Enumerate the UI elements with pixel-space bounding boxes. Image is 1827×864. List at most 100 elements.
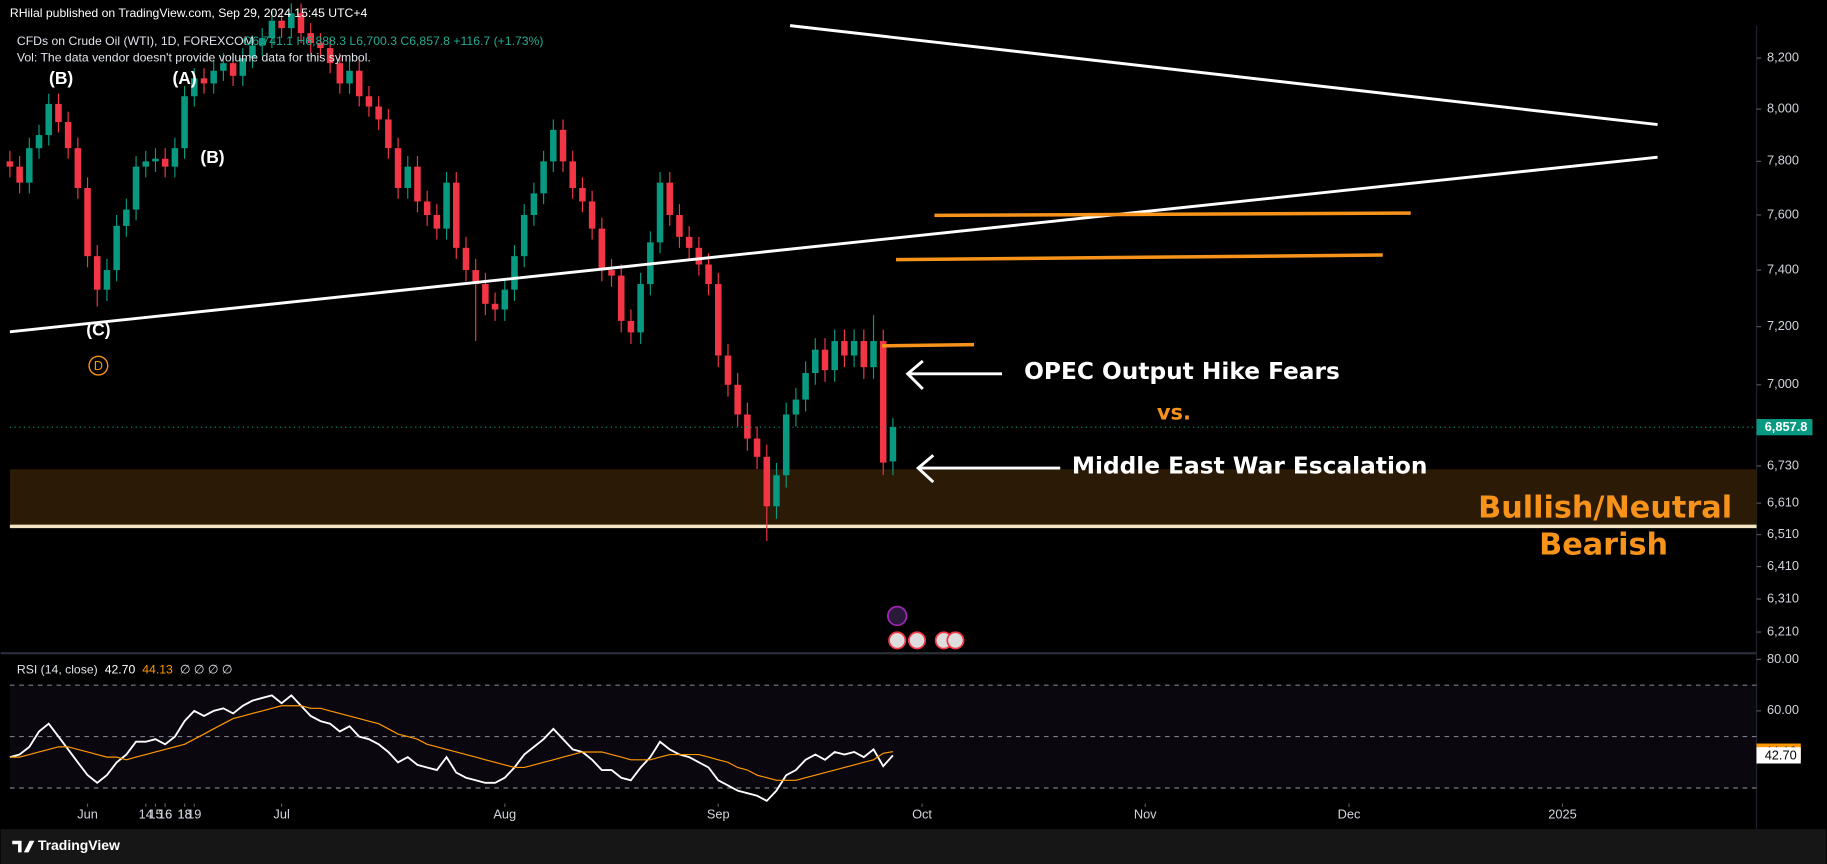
candle-body: [229, 63, 237, 76]
candle-body: [792, 399, 800, 415]
candle-body: [355, 70, 363, 97]
arrow: [905, 359, 1002, 390]
rsi-line: [9, 705, 893, 781]
candle-body: [763, 456, 771, 507]
candle-body: [482, 284, 489, 304]
y-tick-label: 7,800: [1767, 153, 1799, 168]
candle-body: [656, 182, 664, 243]
publish-info: RHilal published on TradingView.com, Sep…: [10, 6, 368, 20]
resistance-line: [896, 253, 1383, 262]
candle-body: [220, 63, 227, 71]
wave-label: (B): [49, 68, 73, 88]
candle-body: [123, 209, 130, 226]
y-tick-label: 6,510: [1767, 526, 1799, 541]
candle-body: [889, 427, 897, 462]
candle-body: [181, 96, 188, 149]
candle-body: [821, 349, 829, 371]
candle-body: [472, 270, 479, 285]
candle-body: [113, 225, 120, 271]
candle-body: [171, 148, 179, 167]
last-price-label: 6,857.8: [1765, 419, 1808, 434]
candle-body: [16, 166, 23, 183]
zone-label: Bearish: [1539, 528, 1668, 563]
event-icon: [888, 631, 907, 650]
x-tick-label: 18: [177, 806, 191, 821]
y-tick-label: 7,600: [1767, 206, 1799, 221]
candle-body: [705, 264, 712, 285]
candle-body: [288, 13, 295, 29]
y-tick-label: 80.00: [1767, 651, 1799, 666]
candle-body: [93, 256, 101, 290]
candle-body: [414, 166, 421, 202]
wave-marker: [88, 355, 109, 376]
candle-body: [860, 341, 868, 368]
candle-body: [540, 161, 547, 194]
candle-body: [375, 106, 382, 120]
footer-brand: TradingView: [38, 837, 120, 853]
x-tick-label: Oct: [912, 806, 932, 821]
candle-body: [132, 166, 140, 210]
candle-body: [142, 161, 150, 167]
candle-body: [734, 384, 741, 415]
candle-body: [462, 247, 470, 271]
symbol-info: CFDs on Crude Oil (WTI), 1D, FOREXCOM: [17, 34, 254, 48]
x-tick-label: 2025: [1548, 806, 1576, 821]
candle-body: [346, 70, 353, 84]
candle-body: [724, 355, 732, 385]
candle-body: [26, 148, 33, 183]
candle-body: [103, 270, 111, 290]
candle-body: [841, 341, 848, 356]
candle-body: [443, 182, 450, 229]
logo: [12, 840, 35, 853]
candle-body: [588, 201, 596, 229]
x-tick-label: Jun: [77, 806, 98, 821]
candle-body: [559, 129, 567, 162]
candle-body: [161, 158, 169, 167]
event-icon: [946, 631, 965, 650]
resistance-line: [882, 342, 975, 348]
candle-body: [782, 414, 790, 476]
candle-body: [569, 161, 576, 189]
candle-body: [84, 188, 91, 257]
candle-body: [870, 341, 877, 368]
x-tick-label: 16: [158, 806, 172, 821]
candle-body: [850, 341, 858, 356]
annotation: Middle East War Escalation: [1072, 452, 1428, 479]
candles: [6, 3, 897, 541]
candle-body: [249, 45, 256, 59]
candle-body: [278, 20, 285, 29]
x-tick-label: Jul: [273, 806, 289, 821]
rsi-line: [9, 694, 894, 803]
candle-body: [501, 289, 509, 310]
y-tick-label: 6,310: [1767, 590, 1799, 605]
rsi-legend: RSI (14, close) 42.70 44.13 ∅ ∅ ∅ ∅: [17, 663, 233, 677]
candle-body: [74, 148, 82, 189]
candle-body: [773, 475, 780, 507]
wave-label: (C): [86, 319, 110, 339]
candle-body: [676, 214, 683, 237]
candle-body: [491, 303, 499, 310]
candle-body: [617, 275, 625, 321]
x-tick-label: Nov: [1134, 806, 1157, 821]
candle-body: [365, 96, 373, 107]
y-tick-label: 8,200: [1767, 49, 1799, 64]
arrow: [915, 454, 1061, 484]
event-icon: [887, 605, 908, 627]
y-tick-label: 6,730: [1767, 457, 1799, 472]
rsi-title: RSI (14, close): [17, 663, 98, 677]
x-tick-label: 15: [148, 806, 162, 821]
ohlc-info: O6,741.1 H6,888.3 L6,700.3 C6,857.8 +116…: [243, 34, 544, 48]
footer-bar: [0, 829, 1827, 864]
y-tick-label: 7,400: [1767, 261, 1799, 276]
rsi-ma-value: 44.13: [142, 663, 173, 677]
y-tick-label: 60.00: [1767, 702, 1799, 717]
x-tick-label: 18: [177, 806, 191, 821]
candle-body: [695, 247, 703, 265]
candle-body: [627, 320, 635, 333]
x-tick-label: Sep: [707, 806, 730, 821]
candle-body: [258, 38, 266, 46]
candle-body: [268, 20, 276, 39]
